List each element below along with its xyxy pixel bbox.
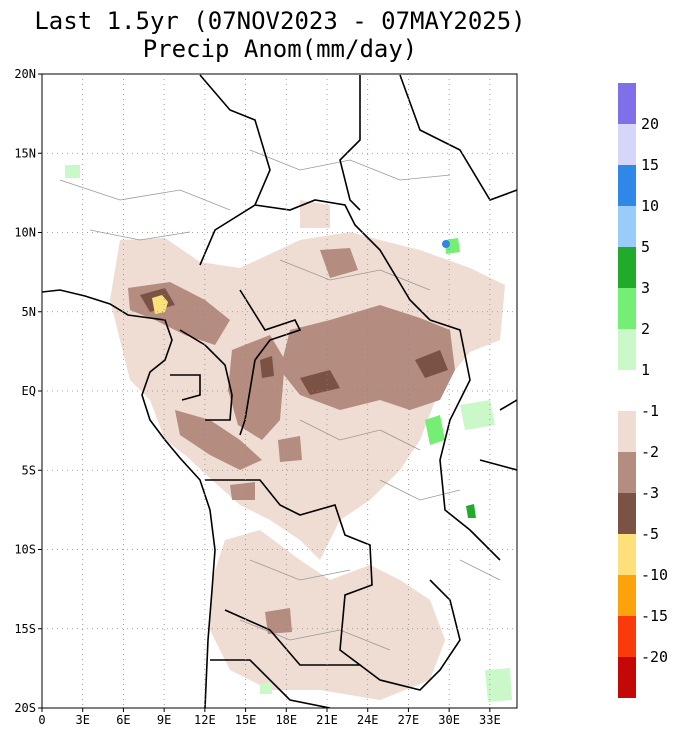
anomaly-dry-medium-8 <box>278 436 302 462</box>
anomaly-wet-8 <box>260 682 272 694</box>
anomaly-wet-1 <box>425 415 445 445</box>
colorbar-label: 2 <box>641 320 650 338</box>
longitude-labels: 0 3E 6E 9E 12E 15E 18E 21E 24E 27E 30E 33E <box>38 713 500 727</box>
anomaly-dry-light-north <box>300 200 330 228</box>
lat-tick-label: 20S <box>14 701 36 715</box>
colorbar-label: 5 <box>641 238 650 256</box>
latitude-labels: 20N 15N 10N 5N EQ 5S 10S 15S 20S <box>14 67 36 715</box>
border-line <box>429 319 501 561</box>
colorbar-label: 15 <box>641 156 659 174</box>
colorbar-swatch <box>618 165 636 206</box>
colorbar-swatch <box>618 493 636 534</box>
border-line <box>254 199 431 321</box>
title-line-1: Last 1.5yr (07NOV2023 - 07MAY2025) <box>34 7 526 35</box>
colorbar-label: -2 <box>641 443 659 461</box>
admin-line <box>59 149 501 651</box>
lon-tick-label: 24E <box>357 713 379 727</box>
colorbar-label: -5 <box>641 525 659 543</box>
anomaly-wet-3 <box>65 165 80 178</box>
colorbar-swatch <box>618 83 636 124</box>
colorbar-label: -1 <box>641 402 659 420</box>
lon-tick-label: 12E <box>194 713 216 727</box>
anomaly-dry-medium-7 <box>265 608 292 634</box>
border-line <box>205 479 373 666</box>
colorbar-swatch <box>618 288 636 329</box>
colorbar-swatch <box>618 616 636 657</box>
lat-tick-label: 15S <box>14 622 36 636</box>
colorbar-swatch <box>618 534 636 575</box>
colorbar-swatch <box>618 206 636 247</box>
colorbar-label: 10 <box>641 197 659 215</box>
anomaly-dry-medium-6 <box>230 482 255 500</box>
lon-tick-label: 3E <box>75 713 89 727</box>
anomaly-dry-dark-4 <box>260 356 274 378</box>
colorbar-swatch <box>618 124 636 165</box>
colorbar-swatch <box>618 247 636 288</box>
colorbar-swatch <box>618 657 636 698</box>
anomaly-dry-medium-5 <box>175 410 262 470</box>
colorbar-negative: -1 -2 -3 -5 -10 -15 -20 <box>618 402 668 698</box>
colorbar-label: -20 <box>641 648 668 666</box>
border-line <box>239 289 302 436</box>
border-line <box>339 75 361 211</box>
colorbar-positive: 20 15 10 5 3 2 1 <box>618 83 659 379</box>
anomaly-dry-dark-1 <box>300 370 340 395</box>
anomaly-dry-dark-2 <box>415 350 448 378</box>
anomaly-wet-7 <box>485 668 512 702</box>
border-line <box>210 659 331 708</box>
colorbar-label: 3 <box>641 279 650 297</box>
lon-tick-label: 21E <box>316 713 338 727</box>
anomaly-wet-6 <box>466 504 476 518</box>
border-line <box>170 374 201 401</box>
anomaly-dry-medium-4 <box>320 248 358 278</box>
colorbar-swatch <box>618 411 636 452</box>
anomaly-wet-5 <box>442 240 450 248</box>
border-line <box>479 399 517 471</box>
lon-tick-label: 30E <box>438 713 460 727</box>
lon-tick-label: 0 <box>38 713 45 727</box>
colorbar-label: -15 <box>641 607 668 625</box>
country-borders <box>170 74 517 708</box>
colorbar-label: 1 <box>641 361 650 379</box>
lon-tick-label: 6E <box>116 713 130 727</box>
colorbar-swatch <box>618 329 636 370</box>
precip-anomaly-shading <box>65 165 512 702</box>
lat-tick-label: 10N <box>14 226 36 240</box>
border-line <box>199 74 271 266</box>
colorbar-label: -3 <box>641 484 659 502</box>
colorbar-label: -10 <box>641 566 668 584</box>
anomaly-wet-2 <box>460 400 495 430</box>
lat-tick-label: 5N <box>22 305 36 319</box>
colorbar-label: 20 <box>641 115 659 133</box>
lat-tick-label: 20N <box>14 67 36 81</box>
lat-tick-label: 15N <box>14 146 36 160</box>
graticule <box>38 73 517 712</box>
lon-tick-label: 33E <box>479 713 501 727</box>
coastline <box>42 289 216 708</box>
lat-tick-label: 10S <box>14 543 36 557</box>
border-line <box>359 579 461 691</box>
lon-tick-label: 9E <box>157 713 171 727</box>
lat-tick-label: 5S <box>22 463 36 477</box>
colorbar-swatch <box>618 452 636 493</box>
border-line <box>179 329 233 421</box>
lon-tick-label: 18E <box>275 713 297 727</box>
admin-boundaries <box>59 149 501 651</box>
colorbar-swatch <box>618 575 636 616</box>
lon-tick-label: 27E <box>398 713 420 727</box>
border-line <box>399 74 517 201</box>
title-line-2: Precip Anom(mm/day) <box>142 35 418 63</box>
anomaly-dry-light-south <box>210 530 445 700</box>
lat-tick-label: EQ <box>22 384 36 398</box>
lon-tick-label: 15E <box>235 713 257 727</box>
